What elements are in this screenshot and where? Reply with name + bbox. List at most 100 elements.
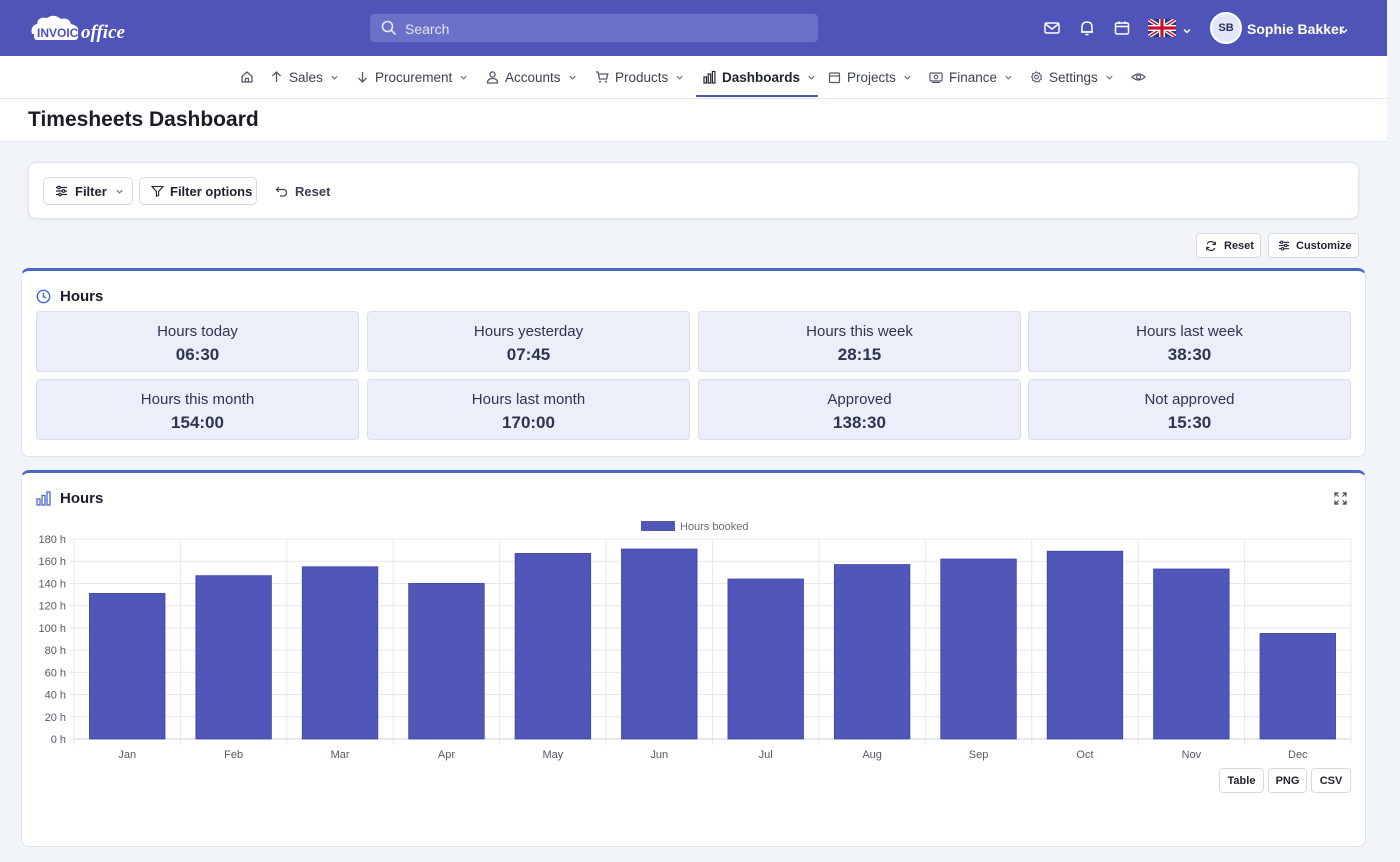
filter-reset-button[interactable]: Reset — [275, 177, 330, 205]
nav-settings[interactable]: Settings — [1030, 56, 1114, 98]
arrow-down-icon — [356, 70, 369, 84]
x-tick-label: Dec — [1288, 749, 1308, 761]
user-menu-chevron-down-icon[interactable] — [1339, 23, 1349, 41]
nav-products[interactable]: Products — [595, 56, 684, 98]
chevron-down-icon — [568, 73, 577, 82]
bar-sep — [940, 558, 1017, 740]
nav-products-label: Products — [615, 69, 669, 85]
hours-chart-title: Hours — [60, 490, 104, 507]
export-csv-button[interactable]: CSV — [1311, 768, 1351, 793]
avatar[interactable]: SB — [1210, 12, 1242, 44]
export-png-button[interactable]: PNG — [1268, 768, 1307, 793]
mail-icon[interactable] — [1043, 19, 1061, 37]
kpi-label: Hours this month — [140, 391, 255, 408]
eye-icon — [1131, 70, 1146, 84]
kpi-hours-yesterday: Hours yesterday 07:45 — [367, 311, 690, 372]
main-nav: Sales Procurement Accounts Products Dash… — [0, 56, 1387, 99]
app-logo[interactable]: INVOICE office — [28, 12, 154, 44]
y-tick-label: 100 h — [38, 623, 66, 635]
title-bar — [0, 99, 1387, 142]
nav-sales[interactable]: Sales — [270, 56, 339, 98]
nav-settings-label: Settings — [1049, 69, 1098, 85]
bar-jul — [727, 578, 804, 740]
undo-icon — [275, 185, 288, 197]
filter-reset-label: Reset — [295, 183, 331, 199]
money-icon — [929, 70, 943, 84]
clock-icon — [36, 289, 51, 304]
bell-icon[interactable] — [1078, 19, 1096, 37]
kpi-not-approved: Not approved 15:30 — [1028, 379, 1351, 440]
nav-procurement[interactable]: Procurement — [356, 56, 468, 98]
filter-button-label: Filter — [75, 183, 107, 199]
svg-text:INVOICE: INVOICE — [37, 26, 86, 40]
y-tick-label: 160 h — [38, 556, 66, 568]
bar-feb — [195, 575, 272, 740]
language-chevron-down-icon[interactable] — [1182, 23, 1192, 41]
kpi-value: 154:00 — [171, 413, 224, 432]
search-input[interactable]: Search — [370, 14, 818, 42]
bar-may — [514, 553, 592, 740]
kpi-value: 15:30 — [1167, 413, 1212, 432]
kpi-hours-this-week: Hours this week 28:15 — [698, 311, 1021, 372]
search-icon — [381, 20, 397, 41]
dashboard-reset-label: Reset — [1224, 239, 1254, 252]
nav-accounts[interactable]: Accounts — [486, 56, 577, 98]
x-tick-label: Apr — [438, 749, 455, 761]
kpi-label: Hours today — [157, 323, 238, 340]
sliders-icon — [55, 185, 68, 197]
nav-visibility[interactable] — [1131, 56, 1152, 98]
export-table-button[interactable]: Table — [1219, 768, 1264, 793]
bar-jan — [89, 593, 166, 740]
x-tick-label: Aug — [862, 749, 882, 761]
customize-button[interactable]: Customize — [1268, 233, 1359, 258]
calendar-icon — [828, 70, 841, 84]
person-icon — [486, 70, 499, 84]
filter-options-button[interactable]: Filter options — [139, 177, 257, 205]
chevron-down-icon — [330, 73, 339, 82]
nav-dashboards[interactable]: Dashboards — [703, 56, 816, 98]
kpi-label: Not approved — [1144, 391, 1235, 408]
nav-projects[interactable]: Projects — [828, 56, 912, 98]
user-name[interactable]: Sophie Bakker — [1247, 21, 1345, 37]
kpi-label: Hours last week — [1136, 323, 1243, 340]
legend-label: Hours booked — [680, 521, 749, 533]
bar-nov — [1153, 568, 1230, 740]
kpi-value: 38:30 — [1167, 345, 1212, 364]
kpi-value: 06:30 — [175, 345, 220, 364]
kpi-label: Hours this week — [806, 323, 913, 340]
legend-swatch — [641, 521, 675, 531]
chevron-down-icon — [459, 73, 468, 82]
x-tick-label: Oct — [1076, 749, 1093, 761]
hours-kpi-title: Hours — [60, 288, 104, 305]
filter-bar: Filter Filter options Reset — [28, 162, 1359, 219]
kpi-value: 170:00 — [502, 413, 555, 432]
bar-dec — [1259, 633, 1336, 740]
filter-options-label: Filter options — [170, 183, 253, 199]
nav-procurement-label: Procurement — [375, 69, 453, 85]
chevron-down-icon — [1105, 73, 1114, 82]
x-tick-label: Jun — [650, 749, 668, 761]
nav-finance-label: Finance — [949, 69, 998, 85]
calendar-icon[interactable] — [1113, 19, 1131, 37]
nav-finance[interactable]: Finance — [929, 56, 1013, 98]
dashboard-reset-button[interactable]: Reset — [1196, 233, 1261, 258]
cart-icon — [595, 70, 609, 84]
nav-home[interactable] — [240, 56, 260, 98]
y-tick-label: 80 h — [45, 645, 66, 657]
kpi-hours-last-month: Hours last month 170:00 — [367, 379, 690, 440]
kpi-label: Approved — [827, 391, 892, 408]
funnel-icon — [151, 185, 164, 197]
uk-flag-icon[interactable] — [1146, 17, 1178, 39]
scrollbar[interactable] — [1387, 0, 1400, 862]
kpi-approved: Approved 138:30 — [698, 379, 1021, 440]
filter-button[interactable]: Filter — [43, 177, 133, 205]
bar-chart-icon — [703, 70, 716, 84]
nav-accounts-label: Accounts — [505, 69, 561, 85]
page-title: Timesheets Dashboard — [28, 108, 259, 131]
customize-label: Customize — [1296, 239, 1352, 252]
refresh-icon — [1205, 240, 1217, 252]
arrow-up-icon — [270, 70, 283, 84]
kpi-label: Hours yesterday — [473, 323, 584, 340]
expand-icon[interactable] — [1334, 492, 1347, 510]
kpi-hours-this-month: Hours this month 154:00 — [36, 379, 359, 440]
